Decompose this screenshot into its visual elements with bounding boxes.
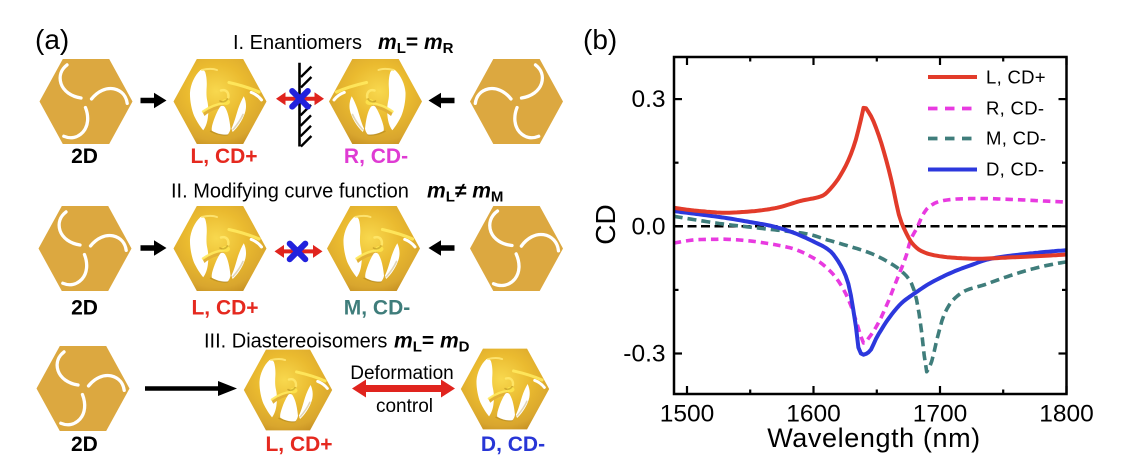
svg-text:CD: CD: [590, 204, 621, 244]
svg-text:L, CD+: L, CD+: [265, 433, 332, 456]
svg-text:-0.3: -0.3: [623, 341, 665, 368]
svg-text:(b): (b): [583, 24, 617, 55]
svg-text:L, CD+: L, CD+: [191, 296, 258, 319]
svg-text:L, CD+: L, CD+: [190, 145, 257, 168]
svg-text:0.3: 0.3: [631, 86, 665, 113]
svg-text:I. Enantiomers: I. Enantiomers: [233, 32, 362, 54]
svg-text:0.0: 0.0: [631, 213, 665, 240]
svg-text:2D: 2D: [71, 296, 98, 319]
svg-text:R, CD-: R, CD-: [344, 145, 408, 168]
svg-text:II. Modifying curve function: II. Modifying curve function: [171, 181, 409, 203]
svg-text:M, CD-: M, CD-: [344, 296, 411, 319]
svg-text:mL= mR: mL= mR: [378, 31, 454, 57]
svg-text:Deformation: Deformation: [350, 363, 454, 384]
svg-text:Wavelength (nm): Wavelength (nm): [767, 423, 981, 453]
svg-text:1800: 1800: [1039, 401, 1094, 428]
svg-text:L, CD+: L, CD+: [986, 66, 1046, 87]
svg-text:M, CD-: M, CD-: [986, 127, 1046, 148]
svg-text:1700: 1700: [913, 401, 968, 428]
svg-text:control: control: [376, 396, 433, 417]
svg-text:(a): (a): [35, 24, 69, 55]
svg-text:mL= mD: mL= mD: [394, 329, 470, 355]
svg-text:D, CD-: D, CD-: [481, 433, 545, 456]
svg-text:2D: 2D: [71, 145, 98, 168]
svg-text:1500: 1500: [660, 401, 715, 428]
svg-text:R, CD-: R, CD-: [986, 97, 1044, 118]
svg-text:D, CD-: D, CD-: [986, 158, 1044, 179]
svg-text:1600: 1600: [786, 401, 841, 428]
svg-text:III. Diastereoisomers: III. Diastereoisomers: [204, 330, 387, 352]
svg-text:mL≠ mM: mL≠ mM: [427, 180, 503, 206]
svg-text:2D: 2D: [71, 433, 98, 456]
